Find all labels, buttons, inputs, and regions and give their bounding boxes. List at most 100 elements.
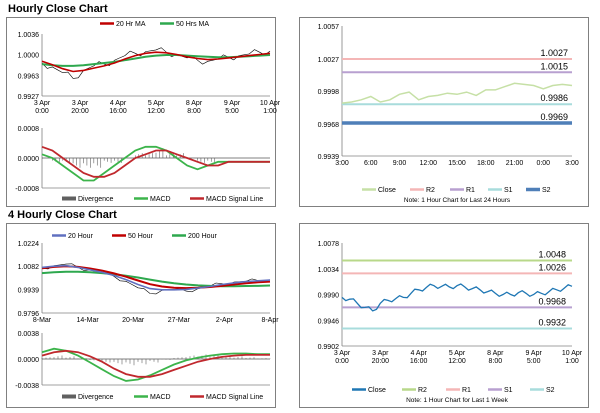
four-hourly-section-title: 4 Hourly Close Chart [8, 209, 117, 221]
hourly-levels-xtick-2: 9:00 [393, 160, 407, 167]
hourly-level-r1-label: 1.0015 [540, 61, 568, 71]
hourly-levels-xtick-0: 3:00 [335, 160, 349, 167]
hourly-levels-ytick-3: 0.9968 [318, 122, 340, 129]
hourly-level-r2-label: 1.0027 [540, 48, 568, 58]
weekly-levels-ytick-1: 1.0034 [318, 267, 340, 274]
weekly-levels-xtick-5: 9 Apr [525, 350, 542, 357]
hourly-macd-legend-label-2: MACD Signal Line [206, 196, 263, 203]
weekly-level-r2-label: 1.0048 [538, 250, 566, 260]
hourly-ma-xtick-3: 5 Apr [148, 100, 165, 107]
four-hourly-macd-signal-line [41, 349, 270, 378]
four-hourly-ma-xtick-0: 8-Mar [33, 317, 52, 324]
hourly-section-title: Hourly Close Chart [8, 3, 108, 15]
weekly-levels-xtick-1-line2: 20:00 [372, 358, 390, 365]
hourly-macd-ytick-0: 0.0008 [18, 126, 40, 133]
hourly-ma-xtick-2-line2: 16:00 [109, 108, 127, 115]
hourly-ma-ytick-1: 1.0000 [18, 52, 40, 59]
hourly-macd-ytick-1: 0.0000 [18, 156, 40, 163]
hourly-levels-ytick-1: 1.0027 [318, 57, 340, 64]
hourly-ma-xtick-3-line2: 12:00 [147, 108, 165, 115]
hourly-levels-legend-label-0: Close [378, 187, 396, 194]
four-hourly-ma-xtick-1: 14-Mar [77, 317, 100, 324]
weekly-levels-xtick-2-line2: 16:00 [410, 358, 428, 365]
four-hourly-macd-ytick-2: -0.0038 [15, 383, 39, 390]
four-hourly-ma-ytick-2: 0.9939 [18, 288, 40, 295]
weekly-levels-xtick-3: 5 Apr [449, 350, 466, 357]
four-hourly-200-ma-line [41, 270, 271, 288]
hourly-ma-xtick-0-line2: 0:00 [35, 108, 49, 115]
hourly-levels-xtick-8: 3:00 [565, 160, 579, 167]
weekly-levels-xtick-4: 8 Apr [487, 350, 504, 357]
four-hourly-ma-legend-label-2: 200 Hour [188, 233, 217, 240]
four-hourly-left-panel-frame [6, 223, 276, 408]
weekly-levels-legend-label-4: S2 [546, 387, 555, 394]
weekly-levels-xtick-2: 4 Apr [410, 350, 427, 357]
four-hourly-ma-xtick-3: 27-Mar [168, 317, 191, 324]
four-hourly-20-ma-line [41, 264, 271, 291]
hourly-levels-legend-label-2: R1 [466, 187, 475, 194]
weekly-level-s1-label: 0.9968 [538, 296, 566, 306]
four-hourly-ma-legend-label-0: 20 Hour [68, 233, 94, 240]
weekly-levels-xtick-6: 10 Apr [562, 350, 583, 357]
hourly-ma-ytick-3: 0.9927 [18, 94, 40, 101]
four-hourly-right-panel-frame [299, 223, 589, 408]
hourly-ma-legend-label-1: 50 Hrs MA [176, 21, 209, 28]
four-hourly-ma-xtick-4: 2-Apr [216, 317, 234, 324]
hourly-ma-xtick-1-line2: 20:00 [71, 108, 89, 115]
weekly-level-r1-label: 1.0026 [538, 262, 566, 272]
hourly-level-s1-label: 0.9986 [540, 93, 568, 103]
hourly-ma-xtick-5: 9 Apr [224, 100, 241, 107]
hourly-ma-ytick-0: 1.0036 [18, 32, 40, 39]
four-hourly-macd-legend-label-1: MACD [150, 394, 171, 401]
four-hourly-macd-legend-label-2: MACD Signal Line [206, 394, 263, 401]
hourly-levels-xtick-7: 0:00 [536, 160, 550, 167]
four-hourly-macd-legend-label-0: Divergence [78, 394, 114, 401]
hourly-ma-xtick-0: 3 Apr [34, 100, 51, 107]
hourly-levels-xtick-5: 18:00 [477, 160, 495, 167]
weekly-levels-ytick-0: 1.0078 [318, 241, 340, 248]
hourly-levels-ytick-0: 1.0057 [318, 24, 340, 31]
hourly-ma-xtick-5-line2: 5:00 [225, 108, 239, 115]
hourly-ma-xtick-4-line2: 8:00 [187, 108, 201, 115]
hourly-20-ma-line [41, 51, 271, 73]
weekly-levels-note: Note: 1 Hour Chart for Last 1 Week [406, 397, 509, 404]
hourly-levels-xtick-3: 12:00 [419, 160, 437, 167]
four-hourly-ma-legend-label-1: 50 Hour [128, 233, 154, 240]
four-hourly-ma-ytick-3: 0.9796 [18, 311, 40, 318]
hourly-levels-xtick-1: 6:00 [364, 160, 378, 167]
four-hourly-macd-ytick-1: 0.0000 [18, 357, 40, 364]
four-hourly-ma-ytick-0: 1.0224 [18, 241, 40, 248]
hourly-levels-ytick-4: 0.9939 [318, 154, 340, 161]
hourly-ma-xtick-4: 8 Apr [186, 100, 203, 107]
weekly-levels-xtick-5-line2: 5:00 [527, 358, 541, 365]
hourly-close-line [341, 82, 573, 104]
hourly-levels-note: Note: 1 Hour Chart for Last 24 Hours [404, 197, 511, 204]
hourly-right-panel-frame [299, 17, 589, 207]
four-hourly-macd-line [41, 347, 270, 382]
hourly-macd-signal-line [41, 145, 270, 178]
hourly-macd-ytick-2: -0.0008 [15, 186, 39, 193]
weekly-levels-legend-label-0: Close [368, 387, 386, 394]
hourly-ma-xtick-6-line2: 1:00 [263, 108, 277, 115]
hourly-ma-xtick-6: 10 Apr [260, 100, 281, 107]
hourly-left-panel-frame [6, 17, 276, 207]
hourly-levels-legend-label-3: S1 [504, 187, 513, 194]
four-hourly-macd-ytick-0: 0.0038 [18, 331, 40, 338]
weekly-levels-xtick-3-line2: 12:00 [448, 358, 466, 365]
weekly-levels-xtick-4-line2: 8:00 [489, 358, 503, 365]
weekly-levels-legend-label-1: R2 [418, 387, 427, 394]
four-hourly-ma-ytick-1: 1.0082 [18, 264, 40, 271]
hourly-levels-legend-label-4: S2 [542, 187, 551, 194]
hourly-ma-xtick-1: 3 Apr [72, 100, 89, 107]
hourly-levels-ytick-2: 0.9998 [318, 89, 340, 96]
weekly-levels-xtick-1: 3 Apr [372, 350, 389, 357]
weekly-levels-ytick-3: 0.9946 [318, 318, 340, 325]
hourly-macd-legend-label-1: MACD [150, 196, 171, 203]
hourly-ma-ytick-2: 0.9963 [18, 74, 40, 81]
hourly-price-line [41, 47, 271, 79]
